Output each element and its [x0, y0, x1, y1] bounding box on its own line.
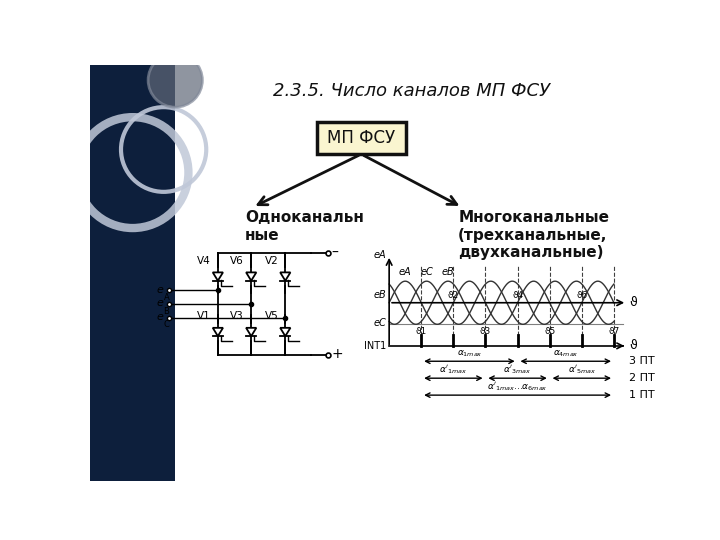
Polygon shape — [246, 328, 256, 336]
Text: A: A — [163, 293, 169, 302]
Text: 2 ПТ: 2 ПТ — [629, 373, 655, 383]
Text: Многоканальные
(трехканальные,
двухканальные): Многоканальные (трехканальные, двухканал… — [458, 211, 609, 260]
Text: 2.3.5. Число каналов МП ФСУ: 2.3.5. Число каналов МП ФСУ — [273, 82, 550, 100]
Text: ϑ3: ϑ3 — [480, 327, 491, 335]
Text: e: e — [156, 312, 163, 322]
Bar — [90, 65, 175, 481]
Text: eA: eA — [374, 250, 386, 260]
Text: $\alpha'_{3max}$: $\alpha'_{3max}$ — [503, 363, 531, 376]
Text: ϑ7: ϑ7 — [608, 327, 619, 335]
Text: МП ФСУ: МП ФСУ — [327, 129, 395, 147]
Text: $\alpha'_{1max}$...$\alpha_{6max}$: $\alpha'_{1max}$...$\alpha_{6max}$ — [487, 380, 548, 393]
Text: C: C — [163, 320, 169, 329]
Text: $\alpha'_{5max}$: $\alpha'_{5max}$ — [568, 363, 595, 376]
Text: V3: V3 — [230, 311, 244, 321]
Text: +: + — [331, 347, 343, 361]
Text: V5: V5 — [264, 311, 278, 321]
Text: ϑ1: ϑ1 — [415, 327, 427, 335]
Text: ϑ6: ϑ6 — [576, 291, 588, 300]
Text: Одноканальн
ные: Одноканальн ные — [245, 211, 364, 243]
Circle shape — [148, 53, 202, 107]
Text: eA: eA — [399, 267, 412, 276]
Polygon shape — [246, 272, 256, 281]
Text: V6: V6 — [230, 256, 244, 266]
Text: INT1: INT1 — [364, 341, 386, 351]
Text: V2: V2 — [264, 256, 278, 266]
Text: $\alpha_{4max}$: $\alpha_{4max}$ — [553, 348, 579, 359]
Polygon shape — [280, 272, 290, 281]
Text: eB: eB — [373, 290, 386, 300]
Text: $\alpha'_{1max}$: $\alpha'_{1max}$ — [439, 363, 467, 376]
Text: ϑ: ϑ — [629, 339, 637, 353]
Text: ϑ4: ϑ4 — [512, 291, 523, 300]
Polygon shape — [280, 328, 290, 336]
Text: eC: eC — [420, 267, 433, 276]
Text: 3 ПТ: 3 ПТ — [629, 356, 655, 366]
Polygon shape — [213, 272, 223, 281]
Text: ϑ: ϑ — [629, 296, 637, 309]
Text: –: – — [331, 246, 338, 260]
Text: ϑ5: ϑ5 — [544, 327, 555, 335]
Text: 1 ПТ: 1 ПТ — [629, 390, 655, 400]
Text: eB: eB — [441, 267, 454, 276]
FancyBboxPatch shape — [317, 122, 406, 154]
Text: $\alpha_{1max}$: $\alpha_{1max}$ — [456, 348, 482, 359]
Text: e: e — [156, 285, 163, 295]
Text: V4: V4 — [197, 256, 211, 266]
Text: ϑ2: ϑ2 — [448, 291, 459, 300]
Text: eC: eC — [373, 318, 386, 328]
Text: B: B — [163, 307, 169, 315]
Text: V1: V1 — [197, 311, 211, 321]
Polygon shape — [213, 328, 223, 336]
Text: e: e — [156, 299, 163, 308]
